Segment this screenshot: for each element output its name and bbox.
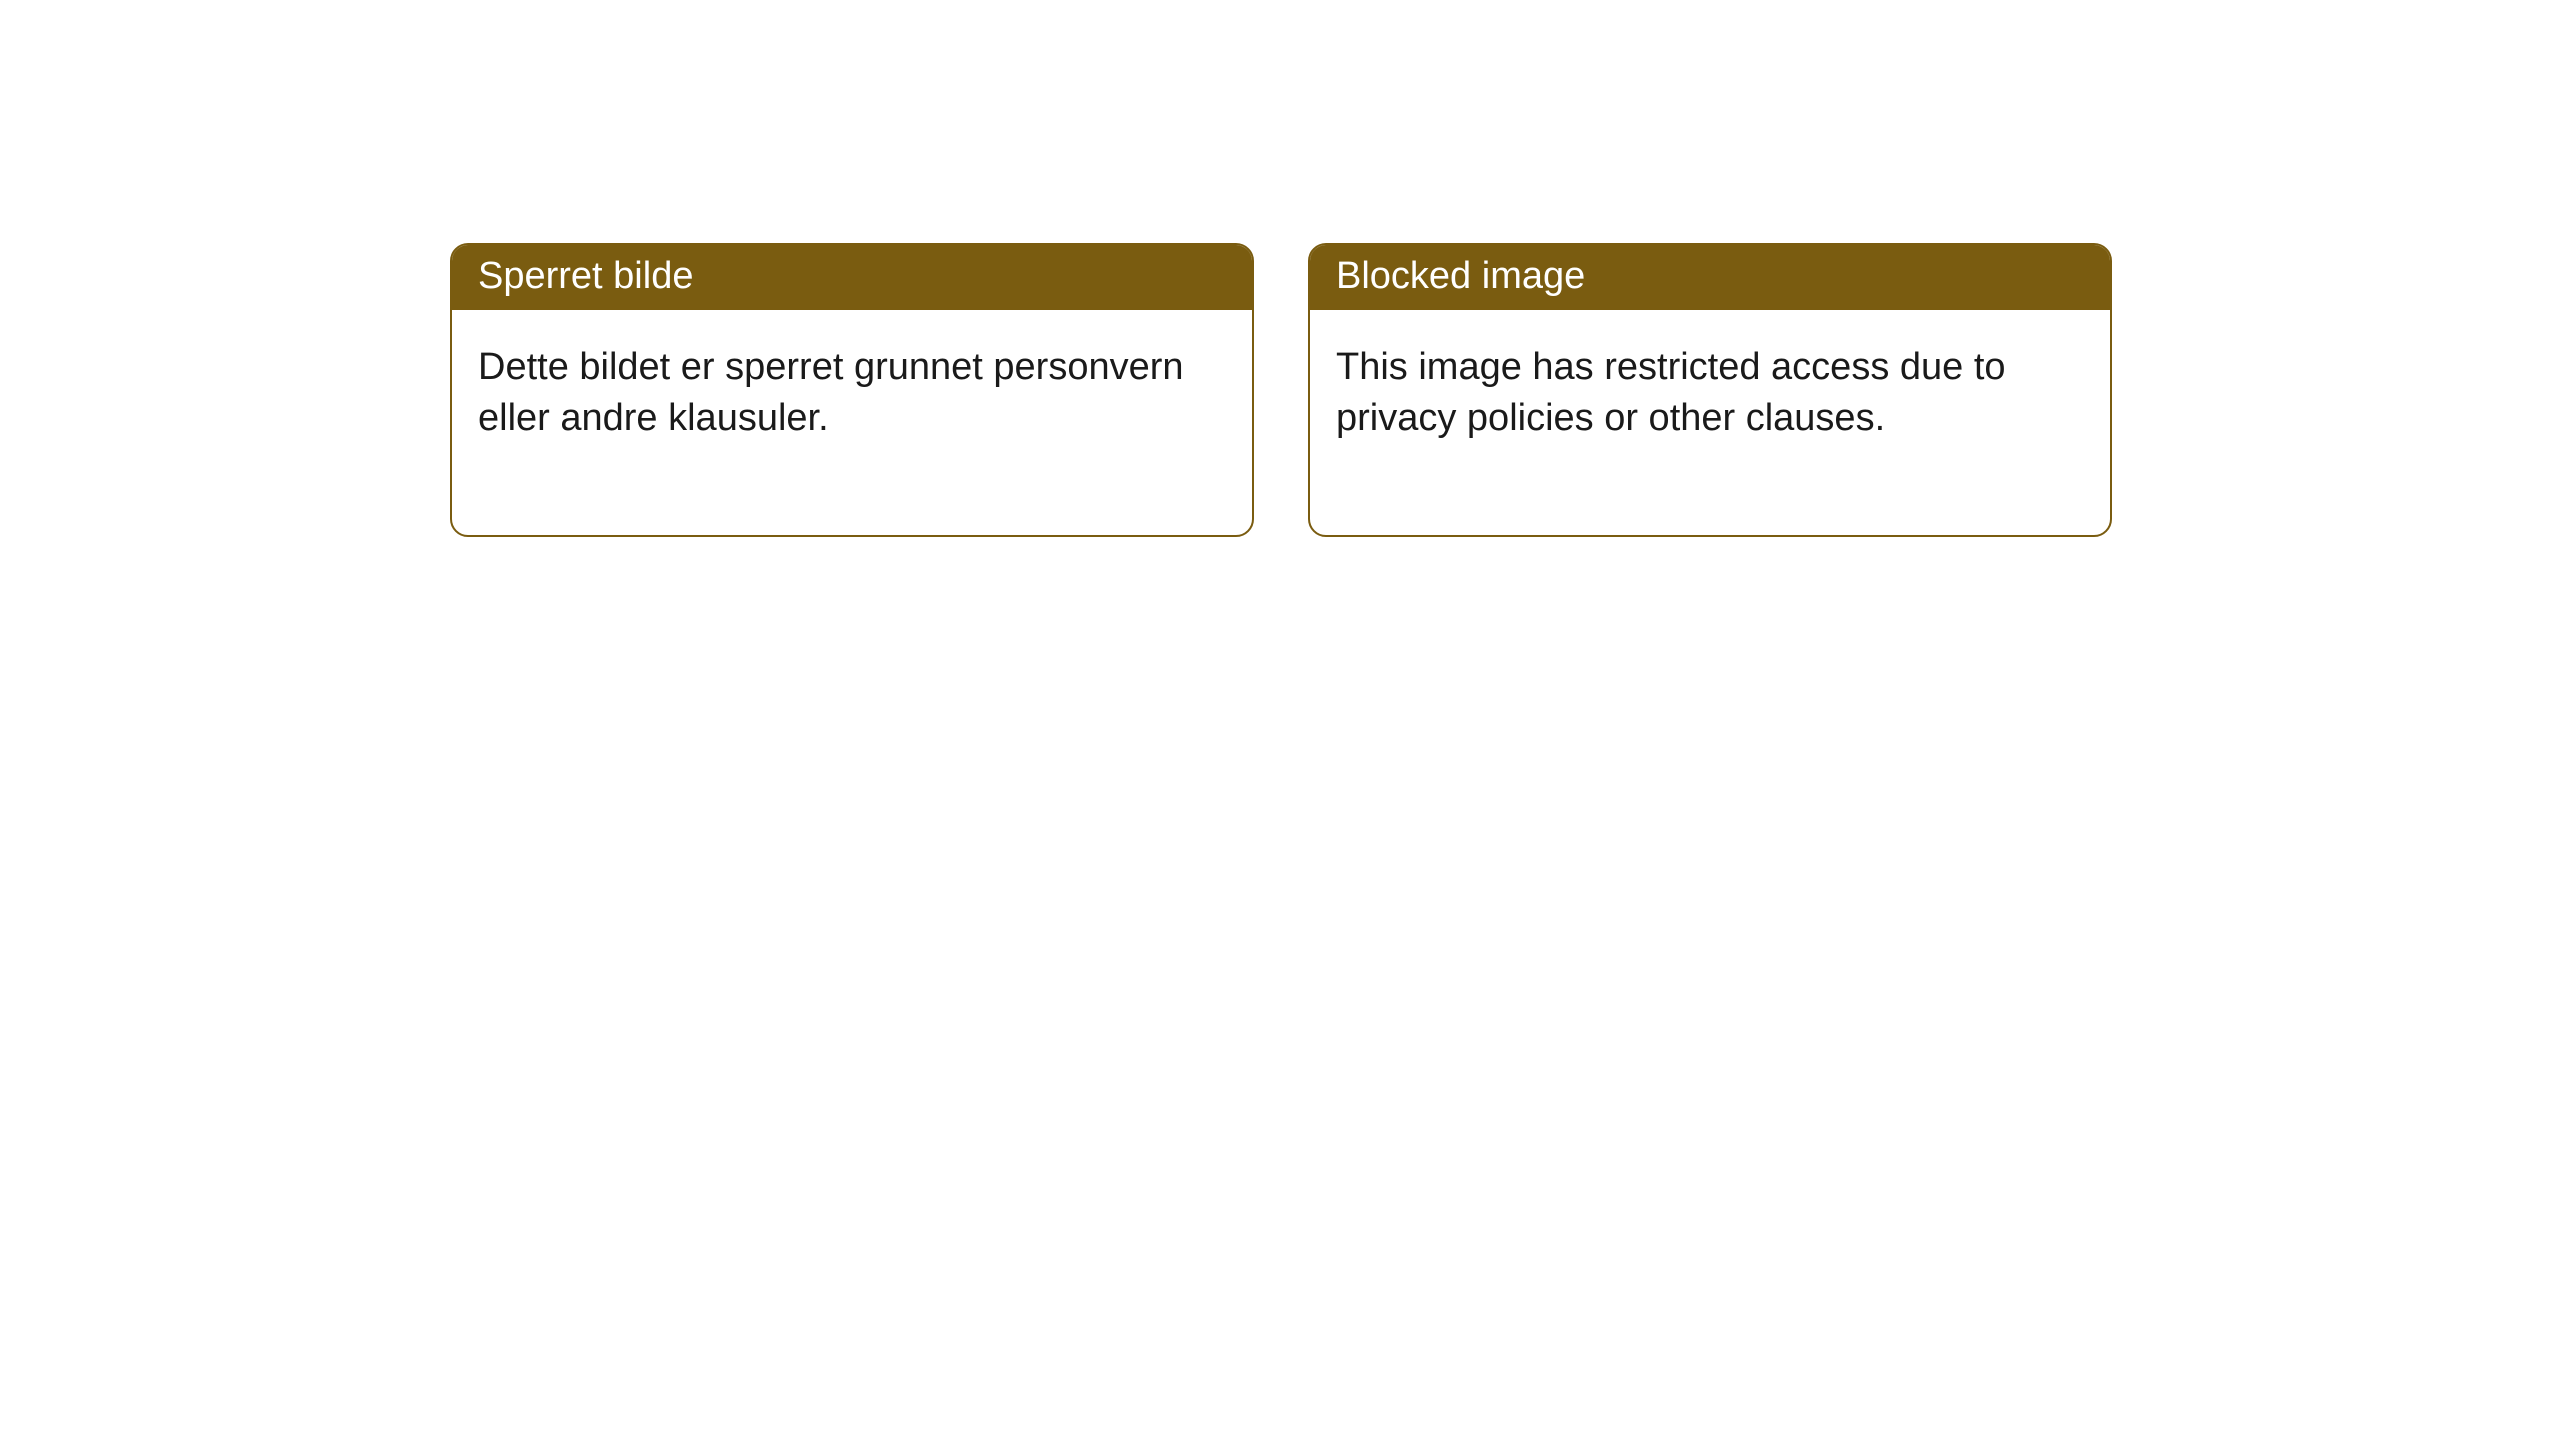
notice-container: Sperret bilde Dette bildet er sperret gr… (0, 0, 2560, 537)
notice-body: This image has restricted access due to … (1310, 310, 2110, 535)
notice-card-english: Blocked image This image has restricted … (1308, 243, 2112, 537)
notice-body: Dette bildet er sperret grunnet personve… (452, 310, 1252, 535)
notice-title: Sperret bilde (452, 245, 1252, 310)
notice-card-norwegian: Sperret bilde Dette bildet er sperret gr… (450, 243, 1254, 537)
notice-title: Blocked image (1310, 245, 2110, 310)
